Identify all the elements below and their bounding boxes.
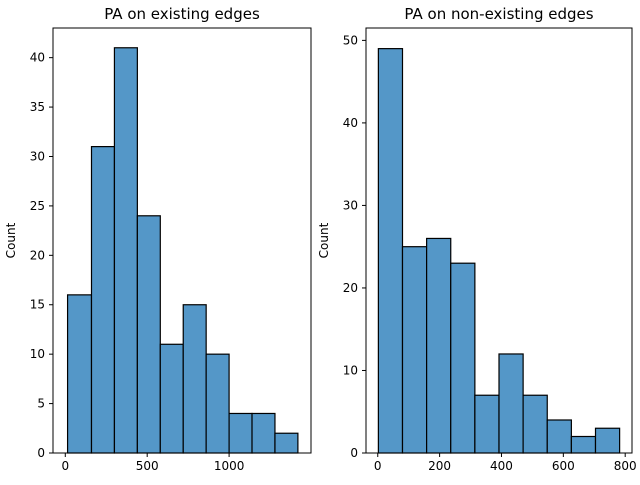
bar-existing-1 — [91, 147, 114, 453]
bar-non-existing-4 — [475, 395, 499, 453]
y-tick-label-existing-7: 35 — [30, 100, 45, 114]
bar-existing-0 — [68, 295, 92, 453]
x-tick-label-non-existing-0: 0 — [374, 459, 382, 473]
bar-existing-5 — [183, 305, 206, 453]
y-tick-label-non-existing-1: 10 — [343, 363, 358, 377]
y-tick-label-existing-1: 5 — [37, 397, 45, 411]
x-tick-label-non-existing-3: 600 — [552, 459, 575, 473]
x-tick-label-existing-0: 0 — [61, 459, 69, 473]
bar-non-existing-6 — [523, 395, 547, 453]
x-tick-label-existing-2: 1000 — [214, 459, 245, 473]
panel-existing-edges: 0 500 1000 0 5 10 15 20 25 30 35 40 PA on existing e… — [4, 5, 311, 473]
y-tick-label-non-existing-2: 20 — [343, 281, 358, 295]
y-tick-label-existing-4: 20 — [30, 248, 45, 262]
bar-non-existing-5 — [499, 354, 523, 453]
y-tick-label-existing-2: 10 — [30, 347, 45, 361]
x-tick-label-non-existing-1: 200 — [428, 459, 451, 473]
y-tick-label-non-existing-3: 30 — [343, 198, 358, 212]
y-axis-label-non-existing: Count — [317, 222, 331, 258]
bar-existing-3 — [137, 216, 160, 453]
y-tick-label-existing-3: 15 — [30, 298, 45, 312]
bar-existing-2 — [114, 48, 137, 453]
bar-existing-9 — [275, 433, 298, 453]
y-tick-label-existing-5: 25 — [30, 199, 45, 213]
y-axis-label-existing: Count — [4, 222, 18, 258]
x-tick-label-existing-1: 500 — [136, 459, 159, 473]
chart-title-existing: PA on existing edges — [104, 5, 260, 23]
y-tick-label-existing-6: 30 — [30, 149, 45, 163]
y-tick-label-existing-0: 0 — [37, 446, 45, 460]
y-tick-label-existing-8: 40 — [30, 51, 45, 65]
bar-existing-7 — [229, 413, 252, 453]
bar-non-existing-7 — [547, 420, 571, 453]
bar-non-existing-8 — [571, 436, 595, 453]
bar-non-existing-1 — [402, 247, 426, 453]
y-tick-label-non-existing-5: 50 — [343, 33, 358, 47]
x-tick-label-non-existing-4: 800 — [614, 459, 637, 473]
bar-non-existing-0 — [378, 49, 402, 453]
bar-existing-4 — [160, 344, 183, 453]
panel-non-existing-edges: 0 200 400 600 800 0 10 20 30 40 50 PA on non-existi… — [317, 5, 637, 473]
bar-non-existing-9 — [596, 428, 620, 453]
bar-non-existing-2 — [427, 238, 451, 453]
bar-non-existing-3 — [451, 263, 475, 453]
bar-existing-8 — [252, 413, 275, 453]
y-tick-label-non-existing-4: 40 — [343, 116, 358, 130]
x-tick-label-non-existing-2: 400 — [490, 459, 513, 473]
bar-existing-6 — [206, 354, 229, 453]
chart-title-non-existing: PA on non-existing edges — [404, 5, 593, 23]
y-tick-label-non-existing-0: 0 — [350, 446, 358, 460]
